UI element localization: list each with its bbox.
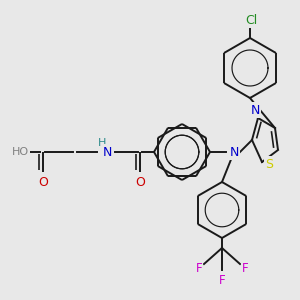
Text: F: F <box>242 262 248 275</box>
Text: O: O <box>135 176 145 188</box>
Text: N: N <box>250 103 260 116</box>
Text: H: H <box>98 138 106 148</box>
Text: N: N <box>229 146 239 158</box>
Text: F: F <box>196 262 202 275</box>
Text: Cl: Cl <box>245 14 257 26</box>
Text: O: O <box>38 176 48 188</box>
Text: HO: HO <box>11 147 28 157</box>
Text: N: N <box>102 146 112 158</box>
Text: F: F <box>219 274 225 286</box>
Text: S: S <box>265 158 273 170</box>
